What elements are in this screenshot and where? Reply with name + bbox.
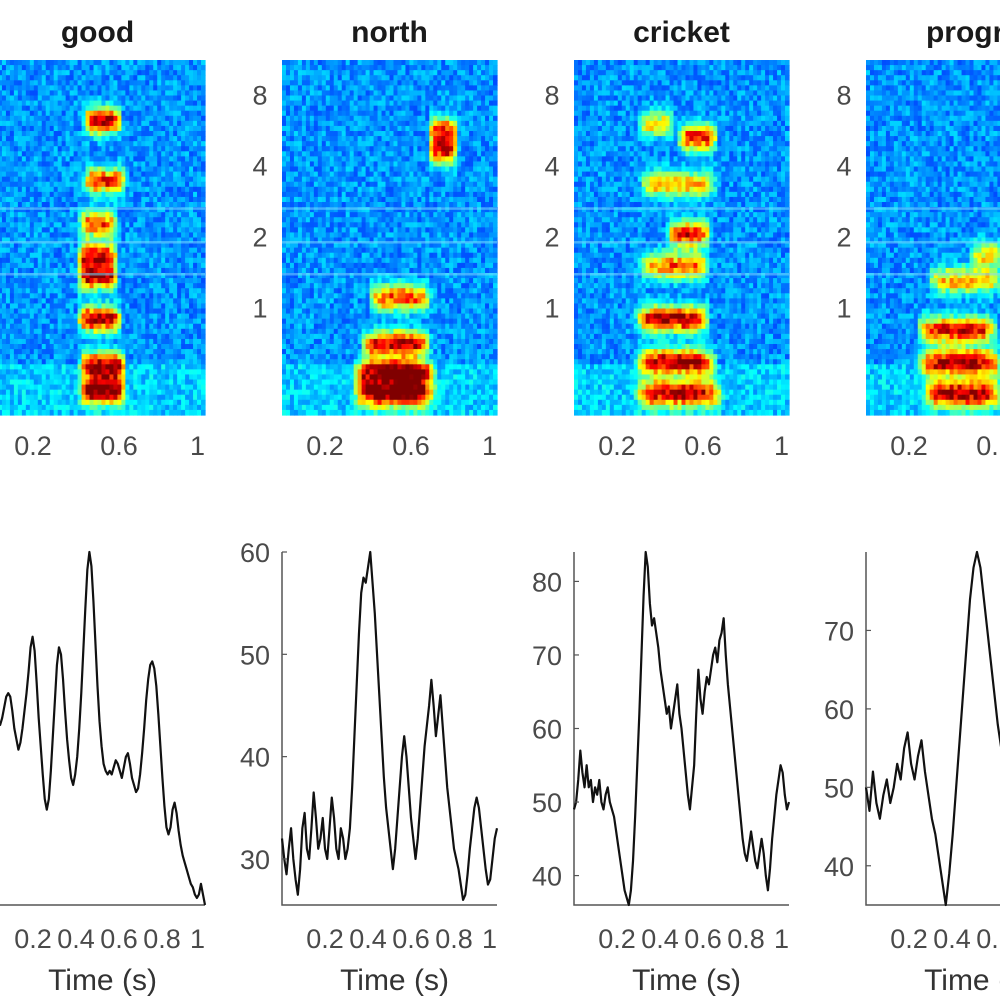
plot-axes xyxy=(281,552,497,906)
x-tick-label: 1 xyxy=(774,431,789,461)
y-tick-label: 80 xyxy=(532,567,562,597)
spectrogram-title: cricket xyxy=(633,16,730,49)
x-tick-label: 0.2 xyxy=(890,431,928,461)
spectrogram-title: north xyxy=(351,16,428,49)
x-tick-label: 1 xyxy=(482,431,497,461)
y-tick-label: 50 xyxy=(240,640,270,670)
y-tick-label: 40 xyxy=(240,743,270,773)
plot-axes xyxy=(0,904,205,906)
x-tick-label: 0.2 xyxy=(306,431,344,461)
y-tick-label: 40 xyxy=(532,862,562,892)
x-axis-label: Time (s) xyxy=(48,964,157,997)
y-tick-label: 2 xyxy=(836,223,851,253)
y-tick-label: 60 xyxy=(532,715,562,745)
x-tick-label: 0.2 xyxy=(598,924,636,954)
y-tick-label: 1 xyxy=(544,294,559,324)
x-tick-label: 0.2 xyxy=(306,924,344,954)
plot-axes xyxy=(865,552,1000,906)
y-tick-label: 2 xyxy=(544,223,559,253)
y-tick-label: 2 xyxy=(252,223,267,253)
envelope-line xyxy=(864,550,1000,907)
x-tick-label: 0.2 xyxy=(14,924,52,954)
x-tick-label: 0.6 xyxy=(684,924,722,954)
y-tick-label: 4 xyxy=(252,152,267,182)
y-tick-label: 60 xyxy=(824,695,854,725)
y-tick-label: 1 xyxy=(836,294,851,324)
envelope-plot-good: 0.2 0.4 0.6 0.8 1 Time (s) xyxy=(0,550,207,997)
x-tick-label: 0.4 xyxy=(349,924,387,954)
spectrogram-north: north 8 4 2 1 0.2 0.6 1 xyxy=(252,16,498,461)
x-tick-label: 0.8 xyxy=(727,924,765,954)
x-tick-label: 0.4 xyxy=(57,924,95,954)
spectrogram-cells xyxy=(0,60,206,416)
y-tick-label: 8 xyxy=(544,81,559,111)
x-tick-label: 0.8 xyxy=(143,924,181,954)
x-tick-label: 0.6 xyxy=(392,924,430,954)
y-tick-label: 40 xyxy=(824,852,854,882)
envelope-plot-north: 30 40 50 60 0.2 0.4 0.6 0.8 1 Time (s) xyxy=(240,538,499,997)
y-tick-label: 4 xyxy=(544,152,559,182)
x-tick-label: 1 xyxy=(774,924,789,954)
spectrogram-cricket: cricket 8 4 2 1 0.2 0.6 1 xyxy=(544,16,790,461)
y-tick-label: 4 xyxy=(836,152,851,182)
spectrogram-cells xyxy=(282,60,498,416)
spectrogram-progra: progra 8 4 2 1 0.2 0.6 xyxy=(836,16,1000,461)
x-tick-label: 0.6 xyxy=(976,924,1000,954)
y-tick-label: 60 xyxy=(240,538,270,568)
envelope-plot-progra: 40 50 60 70 0.20.40.6 Time (s) xyxy=(824,550,1000,997)
spectrogram-cells xyxy=(574,60,790,416)
envelope-plot-cricket: 40 50 60 70 80 0.2 0.4 0.6 0.8 1 Time (s) xyxy=(532,550,791,997)
y-tick-label: 8 xyxy=(252,81,267,111)
y-tick-label: 8 xyxy=(836,81,851,111)
x-tick-label: 0.6 xyxy=(100,924,138,954)
x-tick-label: 0.8 xyxy=(435,924,473,954)
y-tick-label: 70 xyxy=(824,616,854,646)
x-tick-label: 1 xyxy=(190,431,205,461)
x-tick-label: 0.6 xyxy=(976,431,1000,461)
y-tick-label: 1 xyxy=(252,294,267,324)
x-tick-label: 1 xyxy=(190,924,205,954)
x-axis-label: Time (s) xyxy=(632,964,741,997)
y-tick-label: 50 xyxy=(532,788,562,818)
x-tick-label: 0.4 xyxy=(933,924,971,954)
y-tick-label: 50 xyxy=(824,773,854,803)
x-tick-label: 0.2 xyxy=(890,924,928,954)
y-tick-label: 70 xyxy=(532,641,562,671)
x-axis-label: Time (s) xyxy=(924,964,1000,997)
x-tick-label: 0.6 xyxy=(684,431,722,461)
x-tick-label: 0.2 xyxy=(14,431,52,461)
x-tick-label: 0.6 xyxy=(100,431,138,461)
x-tick-label: 0.6 xyxy=(392,431,430,461)
x-tick-label: 0.2 xyxy=(598,431,636,461)
y-tick-label: 30 xyxy=(240,845,270,875)
spectrogram-cells xyxy=(866,60,1000,416)
plot-axes xyxy=(573,552,789,906)
x-axis-label: Time (s) xyxy=(340,964,449,997)
spectrogram-title: good xyxy=(61,16,134,49)
x-tick-label: 1 xyxy=(482,924,497,954)
spectrogram-good: good 0.2 0.6 1 xyxy=(0,16,206,461)
x-tick-label: 0.4 xyxy=(641,924,679,954)
spectrogram-title: progra xyxy=(926,16,1000,49)
envelope-line xyxy=(280,550,499,901)
envelope-line xyxy=(572,550,791,907)
envelope-line xyxy=(0,550,207,906)
